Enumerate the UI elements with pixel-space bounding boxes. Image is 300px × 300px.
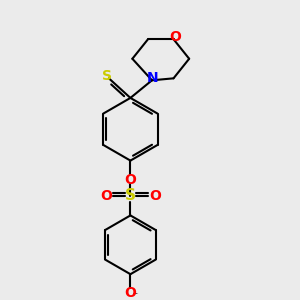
Text: S: S [125,188,136,203]
Text: N: N [147,71,159,85]
Text: O: O [124,286,136,300]
Text: O: O [149,189,161,203]
Text: O: O [169,30,181,44]
Text: S: S [102,69,112,83]
Text: O: O [100,189,112,203]
Text: O: O [124,173,136,187]
